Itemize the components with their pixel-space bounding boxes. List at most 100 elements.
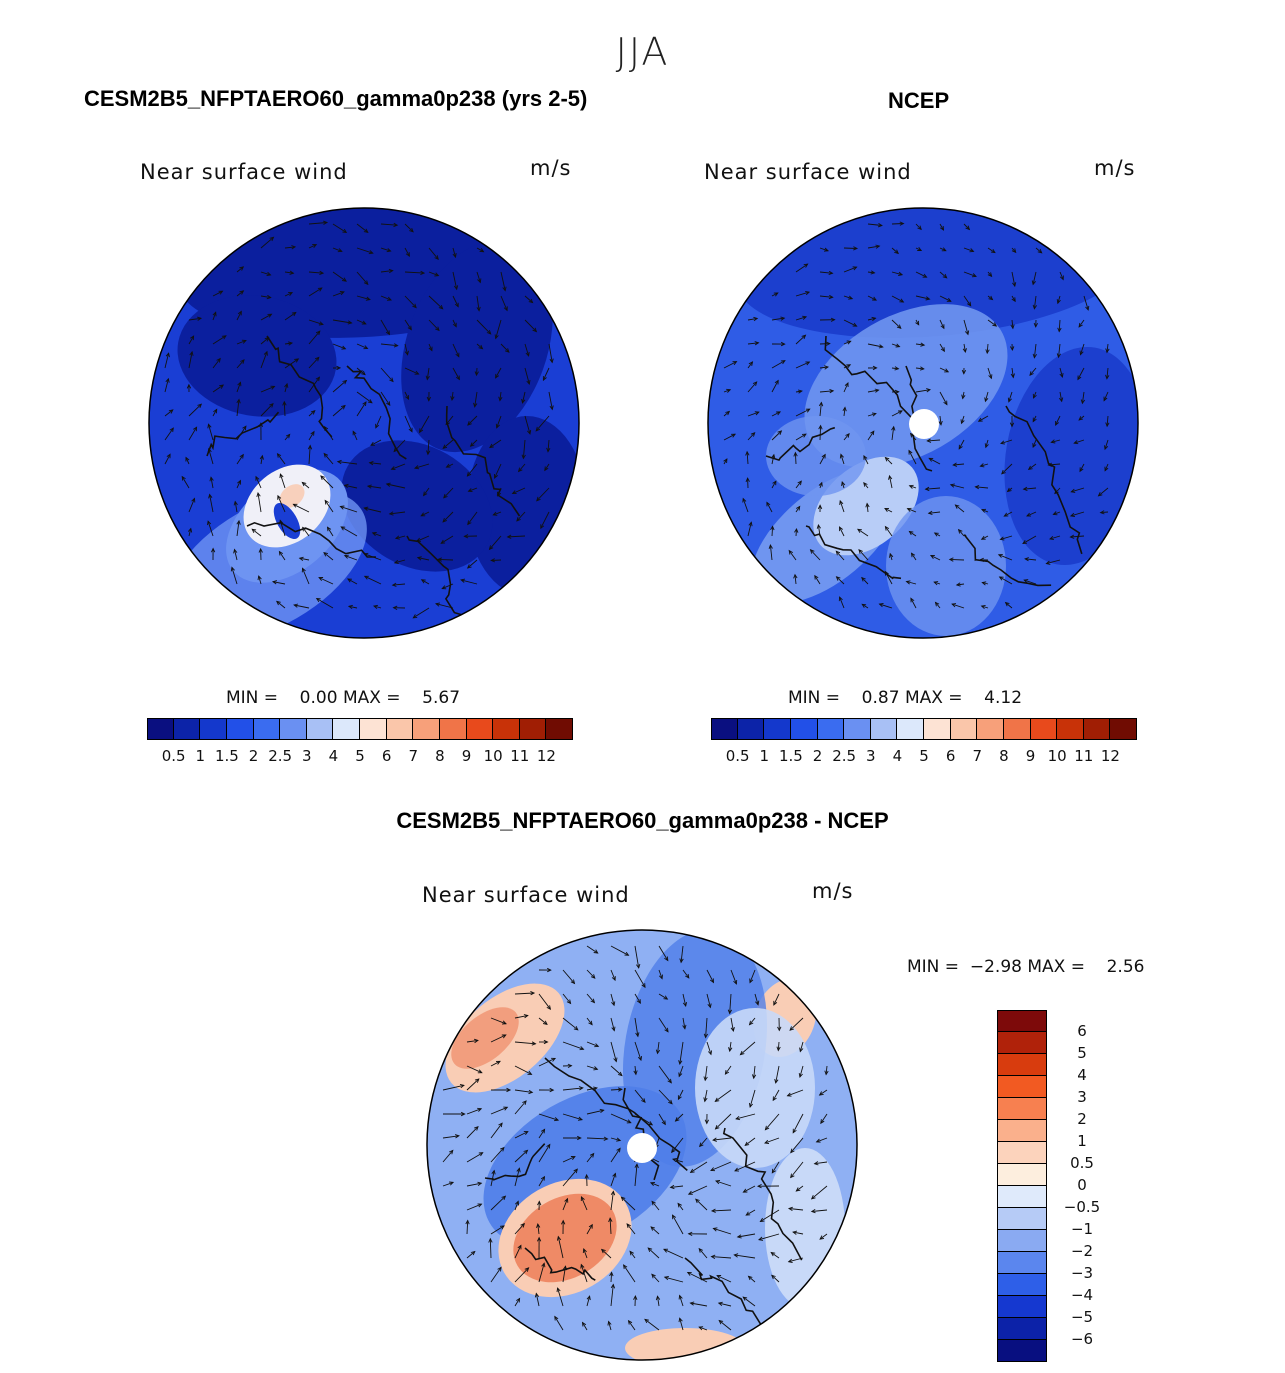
diff-colorbar-swatch bbox=[997, 1164, 1047, 1186]
coastline bbox=[1005, 405, 1083, 555]
model-colorbar-tick-label: 8 bbox=[435, 747, 445, 765]
diff-panel-title: CESM2B5_NFPTAERO60_gamma0p238 - NCEP bbox=[396, 808, 889, 833]
obs-colorbar: 0.5 1 1.5 2 2.5 3 4 5 6 7 8 9 10 11 12 bbox=[711, 718, 1137, 778]
obs-colorbar-tick-label: 1.5 bbox=[778, 747, 803, 765]
obs-colorbar-tick-label: 10 bbox=[1047, 747, 1067, 765]
model-colorbar-tick-label: 2 bbox=[248, 747, 259, 765]
obs-max-value: 4.12 bbox=[984, 688, 1023, 708]
model-colorbar-swatch bbox=[253, 718, 281, 740]
model-colorbar-tick-label: 5 bbox=[355, 747, 365, 765]
diff-wind-map bbox=[426, 929, 858, 1361]
coastline bbox=[206, 411, 280, 457]
diff-colorbar: 6 5 4 3 2 1 0.5 0 −0.5 −1 −2 −3 −4 −5 −6 bbox=[997, 1010, 1117, 1362]
wind-vectors bbox=[164, 220, 554, 619]
diff-colorbar-swatch bbox=[997, 1340, 1047, 1362]
contour-region bbox=[625, 1328, 745, 1360]
obs-colorbar-tick-label: 7 bbox=[972, 747, 983, 765]
model-colorbar-tick-label: 11 bbox=[510, 747, 530, 765]
contour-region bbox=[513, 1193, 617, 1283]
obs-colorbar-tick-label: 8 bbox=[999, 747, 1009, 765]
diff-colorbar-swatch bbox=[997, 1054, 1047, 1076]
model-colorbar-tick-label: 2.5 bbox=[268, 747, 293, 765]
obs-colorbar-tick-label: 2.5 bbox=[832, 747, 857, 765]
model-colorbar-tick-label: 1 bbox=[195, 747, 206, 765]
coastline bbox=[805, 525, 902, 580]
model-colorbar-swatch bbox=[546, 718, 573, 740]
contour-region bbox=[279, 484, 305, 508]
diff-colorbar-tick-label: 5 bbox=[1077, 1044, 1087, 1062]
obs-colorbar-swatch bbox=[790, 718, 818, 740]
contour-region bbox=[886, 496, 1006, 636]
model-colorbar-swatch bbox=[360, 718, 387, 740]
diff-colorbar-swatch bbox=[997, 1186, 1047, 1208]
diff-min-max: MIN = −2.98 MAX = 2.56 bbox=[907, 957, 1144, 977]
obs-min-label: MIN = bbox=[788, 688, 841, 708]
model-colorbar: 0.5 1 1.5 2 2.5 3 4 5 6 7 8 9 10 11 12 bbox=[147, 718, 573, 778]
obs-min-max: MIN = 0.87 MAX = 4.12 bbox=[788, 688, 1022, 708]
obs-colorbar-swatch bbox=[1083, 718, 1111, 740]
obs-colorbar-tick-label: 3 bbox=[865, 747, 876, 765]
diff-colorbar-swatch bbox=[997, 1252, 1047, 1274]
model-colorbar-tick-label: 10 bbox=[483, 747, 503, 765]
model-colorbar-swatch bbox=[519, 718, 547, 740]
diff-colorbar-tick-label: −5 bbox=[1070, 1308, 1094, 1326]
diff-colorbar-tick-label: 3 bbox=[1077, 1088, 1087, 1106]
model-min-max: MIN = 0.00 MAX = 5.67 bbox=[226, 688, 460, 708]
map-boundary bbox=[426, 929, 858, 1361]
diff-colorbar-swatch bbox=[997, 1010, 1047, 1032]
diff-colorbar-swatch bbox=[997, 1208, 1047, 1230]
wind-vectors bbox=[442, 945, 829, 1331]
obs-colorbar-tick-label: 12 bbox=[1100, 747, 1120, 765]
model-colorbar-tick-label: 3 bbox=[301, 747, 312, 765]
model-min-label: MIN = bbox=[226, 688, 279, 708]
model-colorbar-swatch bbox=[439, 718, 467, 740]
map-boundary bbox=[707, 207, 1139, 639]
diff-colorbar-tick-label: 2 bbox=[1077, 1110, 1087, 1128]
model-colorbar-swatch bbox=[147, 718, 174, 740]
obs-colorbar-swatch bbox=[737, 718, 765, 740]
obs-wind-map bbox=[707, 207, 1139, 639]
obs-colorbar-tick-label: 9 bbox=[1025, 747, 1036, 765]
model-panel-title: CESM2B5_NFPTAERO60_gamma0p238 (yrs 2-5) bbox=[84, 86, 588, 111]
diff-min-value: −2.98 bbox=[969, 957, 1022, 977]
model-field-label: Near surface wind bbox=[140, 160, 348, 184]
contour-region bbox=[177, 295, 337, 417]
model-max-label: MAX = bbox=[342, 688, 401, 708]
obs-colorbar-swatch bbox=[897, 718, 924, 740]
contour-region bbox=[695, 1008, 815, 1168]
obs-min-value: 0.87 bbox=[861, 688, 900, 708]
diff-colorbar-tick-label: −4 bbox=[1070, 1286, 1094, 1304]
model-colorbar-swatch bbox=[173, 718, 201, 740]
coastline bbox=[484, 1143, 546, 1181]
model-colorbar-swatch bbox=[333, 718, 360, 740]
obs-colorbar-swatch bbox=[870, 718, 898, 740]
diff-colorbar-swatch bbox=[997, 1296, 1047, 1318]
coastline bbox=[722, 1127, 803, 1261]
model-colorbar-swatch bbox=[466, 718, 494, 740]
model-colorbar-swatch bbox=[200, 718, 227, 740]
obs-colorbar-swatch bbox=[977, 718, 1004, 740]
coastline bbox=[266, 335, 333, 438]
pole-hole bbox=[909, 409, 939, 439]
coastline bbox=[765, 426, 836, 462]
model-colorbar-swatch bbox=[413, 718, 440, 740]
obs-colorbar-tick-label: 5 bbox=[919, 747, 929, 765]
diff-max-label: MAX = bbox=[1027, 957, 1085, 977]
map-boundary bbox=[148, 207, 580, 639]
pole-hole bbox=[627, 1133, 657, 1163]
obs-units-label: m/s bbox=[1094, 156, 1136, 180]
diff-colorbar-tick-label: −6 bbox=[1070, 1330, 1094, 1348]
season-title: JJA bbox=[615, 30, 670, 74]
diff-colorbar-swatch bbox=[997, 1142, 1047, 1164]
obs-colorbar-tick-label: 2 bbox=[812, 747, 823, 765]
obs-colorbar-swatch bbox=[711, 718, 738, 740]
model-units-label: m/s bbox=[530, 156, 572, 180]
diff-field-label: Near surface wind bbox=[422, 883, 630, 907]
obs-colorbar-tick-label: 1 bbox=[759, 747, 770, 765]
obs-colorbar-swatch bbox=[924, 718, 951, 740]
coastline bbox=[684, 1257, 762, 1325]
coastline bbox=[524, 1247, 596, 1281]
coastline bbox=[246, 521, 376, 558]
diff-min-label: MIN = bbox=[907, 957, 960, 977]
contour-region bbox=[341, 440, 493, 572]
